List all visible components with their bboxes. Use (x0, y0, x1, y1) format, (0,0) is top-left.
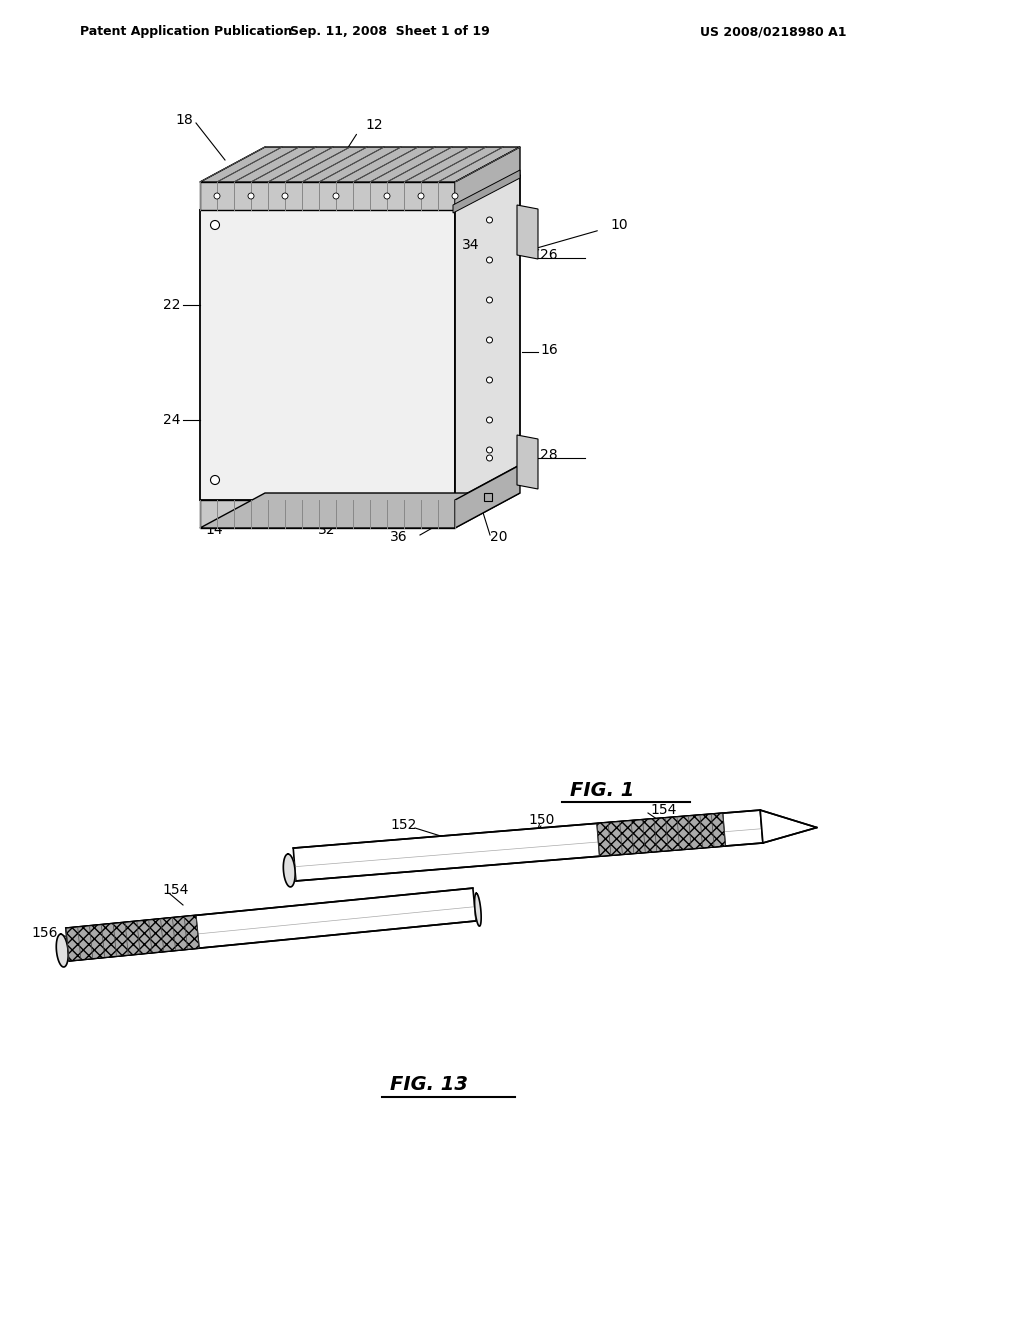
Polygon shape (200, 500, 455, 528)
Circle shape (248, 193, 254, 199)
Polygon shape (200, 210, 455, 500)
Text: 156: 156 (32, 927, 58, 940)
Circle shape (486, 455, 493, 461)
Polygon shape (200, 492, 520, 528)
Polygon shape (474, 894, 481, 927)
Text: 36: 36 (390, 531, 408, 544)
Circle shape (282, 193, 288, 199)
Polygon shape (597, 813, 726, 857)
Circle shape (211, 220, 219, 230)
Polygon shape (66, 915, 200, 961)
Text: 154: 154 (162, 883, 188, 898)
Text: 12: 12 (365, 117, 383, 132)
Text: 10: 10 (610, 218, 628, 232)
Circle shape (486, 447, 493, 453)
Circle shape (214, 193, 220, 199)
Polygon shape (453, 170, 520, 213)
Text: 28: 28 (540, 447, 558, 462)
Circle shape (486, 378, 493, 383)
Polygon shape (200, 176, 520, 210)
Text: 20: 20 (490, 531, 508, 544)
Polygon shape (66, 888, 476, 961)
Polygon shape (517, 436, 538, 488)
Circle shape (384, 193, 390, 199)
Polygon shape (293, 810, 763, 880)
Polygon shape (517, 205, 538, 259)
Text: 18: 18 (175, 114, 193, 127)
Text: 30: 30 (310, 176, 328, 190)
Text: FIG. 13: FIG. 13 (390, 1076, 468, 1094)
Polygon shape (200, 182, 455, 210)
Circle shape (452, 193, 458, 199)
Polygon shape (56, 935, 69, 968)
Text: 152: 152 (390, 818, 417, 832)
Circle shape (486, 257, 493, 263)
Text: 24: 24 (163, 413, 180, 426)
Circle shape (418, 193, 424, 199)
Text: 154: 154 (650, 803, 677, 817)
Text: 22: 22 (163, 298, 180, 312)
Circle shape (211, 475, 219, 484)
Text: 14: 14 (205, 523, 222, 537)
Text: Sep. 11, 2008  Sheet 1 of 19: Sep. 11, 2008 Sheet 1 of 19 (290, 25, 489, 38)
Circle shape (486, 337, 493, 343)
Polygon shape (455, 465, 520, 528)
Text: FIG. 1: FIG. 1 (570, 780, 635, 800)
Text: 26: 26 (540, 248, 558, 261)
Text: US 2008/0218980 A1: US 2008/0218980 A1 (700, 25, 847, 38)
Text: 16: 16 (540, 343, 558, 356)
Text: 150: 150 (528, 813, 554, 828)
Polygon shape (200, 147, 520, 182)
Text: 34: 34 (462, 238, 479, 252)
Text: 32: 32 (318, 523, 336, 537)
Circle shape (333, 193, 339, 199)
Circle shape (486, 417, 493, 422)
Polygon shape (284, 854, 295, 887)
Polygon shape (760, 810, 817, 843)
Circle shape (486, 216, 493, 223)
Polygon shape (455, 147, 520, 210)
Polygon shape (455, 176, 520, 500)
Text: Patent Application Publication: Patent Application Publication (80, 25, 293, 38)
Circle shape (486, 297, 493, 304)
